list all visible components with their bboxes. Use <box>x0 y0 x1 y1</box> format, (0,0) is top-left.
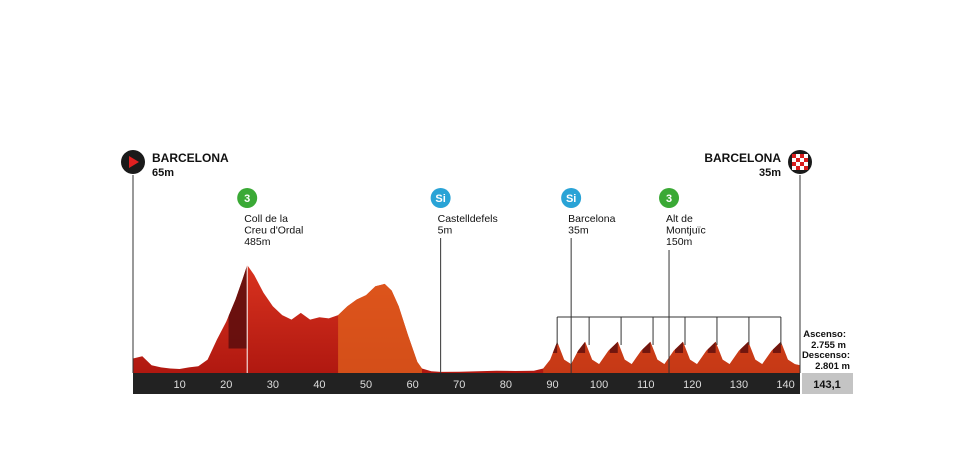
badge-label: 3 <box>244 193 250 205</box>
orange-hill-shade <box>338 265 422 373</box>
x-tick-label: 110 <box>637 379 655 391</box>
x-tick-label: 20 <box>220 379 232 391</box>
sprint-badge-icon <box>430 188 451 208</box>
climb-shade <box>228 265 248 349</box>
finish-elevation: 35m <box>759 167 781 179</box>
descent-label: Descenso: <box>802 350 850 361</box>
x-tick-label: 70 <box>453 379 465 391</box>
point-label: 150m <box>666 236 693 248</box>
mountain-badge-icon <box>659 188 680 208</box>
x-tick-label: 80 <box>500 379 512 391</box>
checkered-cell <box>792 154 796 158</box>
x-tick-label: 140 <box>776 379 794 391</box>
ascent-label: Ascenso: <box>803 329 846 340</box>
checkered-cell <box>792 166 796 170</box>
x-tick-label: 50 <box>360 379 372 391</box>
checkered-cell <box>792 158 796 162</box>
descent-value: 2.801 m <box>815 361 850 372</box>
point-label: Creu d'Ordal <box>244 225 303 237</box>
x-tick-label: 90 <box>546 379 558 391</box>
badge-label: Si <box>435 193 445 205</box>
sprint-badge-icon <box>561 188 582 208</box>
circuit-climb-shade <box>577 265 586 353</box>
circuit-climb-shade <box>609 265 618 353</box>
x-tick-label: 120 <box>683 379 701 391</box>
total-distance-box <box>802 373 853 394</box>
x-tick-label: 130 <box>730 379 748 391</box>
x-tick-label: 40 <box>313 379 325 391</box>
start-name: BARCELONA <box>152 151 229 165</box>
elevation-profile-area <box>133 265 800 373</box>
point-label: Coll de la <box>244 213 288 225</box>
checkered-cell <box>804 162 808 166</box>
checkered-cell <box>800 158 804 162</box>
point-label: Castelldefels <box>438 213 498 225</box>
checkered-cell <box>796 162 800 166</box>
mountain-badge-icon <box>237 188 258 208</box>
checkered-cell <box>800 154 804 158</box>
checkered-cell <box>796 154 800 158</box>
checkered-cell <box>796 166 800 170</box>
x-tick-label: 100 <box>590 379 608 391</box>
x-tick-label: 60 <box>407 379 419 391</box>
start-elevation: 65m <box>152 167 174 179</box>
checkered-cell <box>804 166 808 170</box>
circuit-climb-shade <box>642 265 651 353</box>
distance-axis-bar <box>133 373 800 394</box>
checkered-cell <box>796 158 800 162</box>
ascent-value: 2.755 m <box>811 340 846 351</box>
finish-name: BARCELONA <box>704 151 781 165</box>
point-label: 485m <box>244 236 271 248</box>
start-arrow-icon <box>129 156 139 168</box>
checkered-cell <box>792 162 796 166</box>
circuit-climb-shade <box>549 265 558 353</box>
circuit-climb-shade <box>675 265 684 353</box>
point-label: Montjuïc <box>666 225 706 237</box>
x-tick-label: 30 <box>267 379 279 391</box>
badge-label: 3 <box>666 193 672 205</box>
circuit-climb-shade <box>707 265 716 353</box>
checkered-cell <box>800 166 804 170</box>
circuit-climb-shade <box>740 265 749 353</box>
badge-label: Si <box>566 193 576 205</box>
checkered-cell <box>804 154 808 158</box>
x-tick-label: 10 <box>173 379 185 391</box>
total-distance-label: 143,1 <box>813 379 841 391</box>
checkered-cell <box>800 162 804 166</box>
point-label: 5m <box>438 225 453 237</box>
point-label: 35m <box>568 225 589 237</box>
point-label: Alt de <box>666 213 693 225</box>
checkered-cell <box>804 158 808 162</box>
point-label: Barcelona <box>568 213 615 225</box>
